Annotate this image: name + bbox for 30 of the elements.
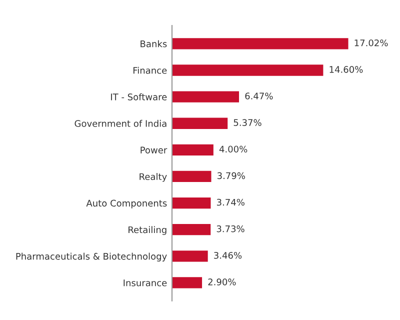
data-label: 3.73% xyxy=(216,225,244,232)
y-tick-label: Realty xyxy=(140,173,167,182)
bar xyxy=(172,118,228,129)
y-tick-label: Banks xyxy=(140,40,167,48)
y-tick-label: Power xyxy=(140,146,168,154)
bar xyxy=(172,197,211,209)
bar xyxy=(172,38,348,50)
data-label: 3.74% xyxy=(216,198,244,206)
y-tick-label: Auto Components xyxy=(86,200,167,208)
bar xyxy=(172,224,211,236)
bar xyxy=(172,277,202,288)
data-label: 5.37% xyxy=(234,119,262,126)
bar xyxy=(172,91,240,102)
y-tick-label: Insurance xyxy=(124,280,167,286)
data-label: 6.47% xyxy=(245,92,273,100)
y-tick-label: IT - Software xyxy=(111,93,167,100)
data-label: 4.00% xyxy=(219,146,248,153)
bar xyxy=(172,250,208,262)
bar xyxy=(172,144,214,156)
data-label: 2.90% xyxy=(208,278,236,286)
data-label: 17.02% xyxy=(354,39,388,46)
bar xyxy=(172,64,324,76)
data-label: 14.60% xyxy=(330,66,363,73)
y-tick-label: Government of India xyxy=(74,120,166,127)
data-label: 3.79% xyxy=(217,172,245,180)
y-tick-label: Pharmaceuticals & Biotechnology xyxy=(16,252,167,262)
bar xyxy=(172,170,212,182)
y-tick-label: Finance xyxy=(133,66,167,74)
data-label: 3.46% xyxy=(214,252,242,259)
y-tick-label: Retailing xyxy=(128,226,166,235)
